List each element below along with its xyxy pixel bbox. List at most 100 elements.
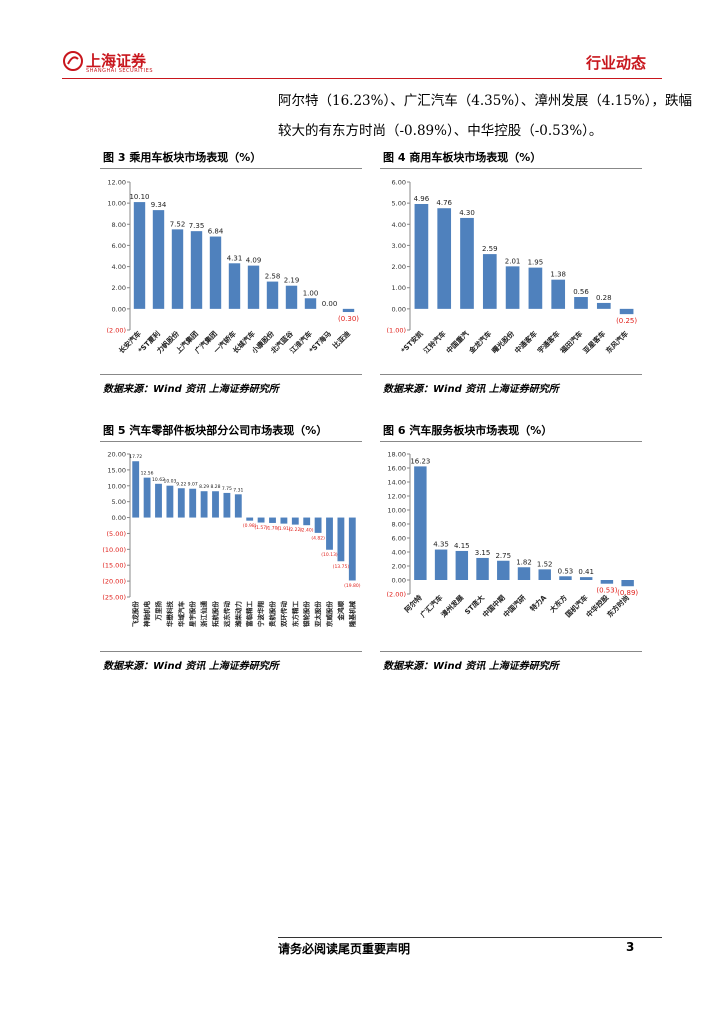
x-tick-label: 星宇股份 xyxy=(188,601,197,628)
x-tick-label: 神驰机电 xyxy=(142,601,151,628)
x-tick-label: 比亚迪 xyxy=(331,329,352,350)
chart: (25.00) (20.00) (15.00) (10.00) (5.00) 0.00 5.… xyxy=(100,451,362,652)
y-tick-label: 15.00 xyxy=(107,466,126,474)
value-label: 3.15 xyxy=(475,549,491,557)
page-number: 3 xyxy=(626,940,635,954)
bar xyxy=(348,517,356,581)
y-tick-label: 2.00 xyxy=(392,263,406,271)
section-label: 行业动态 xyxy=(586,54,647,72)
value-label: (4.82) xyxy=(311,535,325,541)
x-tick-label: 京威股份 xyxy=(325,601,334,628)
x-tick-label: 中国汽研 xyxy=(501,593,527,619)
y-tick-label: 0.00 xyxy=(392,305,406,313)
value-label: 0.41 xyxy=(578,568,594,576)
bar xyxy=(551,279,566,309)
chart: (2.00) 0.00 2.00 4.00 6.00 8.00 10.00 12.0010.1… xyxy=(100,179,362,375)
bar xyxy=(326,517,333,550)
figure: 图 3 乘用车板块市场表现（%） (2.00) 0.00 2.00 4.00 6.00 8.… xyxy=(100,150,362,395)
value-label: 12.56 xyxy=(141,471,154,477)
y-tick-label: 20.00 xyxy=(107,451,126,459)
y-tick-label: 6.00 xyxy=(392,179,406,187)
bar xyxy=(212,491,219,518)
y-tick-label: 5.00 xyxy=(392,200,406,208)
figure-title: 图 3 乘用车板块市场表现（%） xyxy=(100,150,362,169)
y-tick-label: 12.00 xyxy=(387,493,406,501)
bar xyxy=(600,580,614,584)
x-tick-label: 中通客车 xyxy=(513,329,539,355)
value-label: 8.29 xyxy=(199,484,209,490)
x-tick-label: 华域汽车 xyxy=(176,601,185,628)
value-label: (0.30) xyxy=(338,315,359,323)
y-tick-label: 1.00 xyxy=(392,284,406,292)
value-label: 7.75 xyxy=(222,486,232,492)
bar xyxy=(269,517,276,523)
figure-title: 图 5 汽车零部件板块部分公司市场表现（%） xyxy=(100,423,362,442)
x-tick-label: 江铃汽车 xyxy=(421,329,447,355)
x-tick-label: 双环传动 xyxy=(279,601,288,628)
paragraph: 阿尔特（16.23%）、广汇汽车（4.35%）、漳州发展（4.15%），跌幅 较… xyxy=(278,86,692,146)
value-label: (10.13) xyxy=(321,552,338,558)
bar xyxy=(621,580,634,587)
x-tick-label: 富临精工 xyxy=(245,601,254,628)
value-label: 9.22 xyxy=(176,481,186,487)
value-label: 2.01 xyxy=(505,257,521,265)
value-label: (0.53) xyxy=(596,587,617,595)
bar xyxy=(538,569,551,580)
x-tick-label: 万里扬 xyxy=(154,601,163,622)
value-label: (0.25) xyxy=(616,317,637,325)
value-label: (2.22) xyxy=(289,527,303,533)
bar xyxy=(291,517,299,525)
footer-rule xyxy=(278,937,662,938)
x-tick-label: 东风汽车 xyxy=(604,329,630,355)
bar xyxy=(574,297,588,309)
figure-source: 数据来源：Wind 资讯 上海证券研究所 xyxy=(383,384,559,395)
figure: 图 5 汽车零部件板块部分公司市场表现（%） (25.00) (20.00) (15.… xyxy=(100,423,362,672)
value-label: (1.70) xyxy=(266,525,280,531)
y-tick-label: (25.00) xyxy=(102,594,126,602)
chart: (2.00) 0.00 2.00 4.00 6.00 8.00 10.00 12.00 14.0… xyxy=(380,451,642,652)
value-label: 1.38 xyxy=(550,271,566,279)
y-tick-label: 4.00 xyxy=(392,221,406,229)
x-tick-label: 贵航股份 xyxy=(268,601,277,628)
y-tick-label: 0.00 xyxy=(392,577,406,585)
value-label: (1.91) xyxy=(277,526,291,532)
x-tick-label: 曙光股份 xyxy=(490,328,517,355)
value-label: 2.59 xyxy=(482,245,498,253)
y-tick-label: 0.00 xyxy=(112,305,126,313)
value-label: 1.00 xyxy=(303,289,319,297)
y-tick-label: 4.00 xyxy=(112,263,126,271)
bar xyxy=(528,267,543,309)
bar xyxy=(505,266,520,309)
value-label: 6.84 xyxy=(208,228,224,236)
x-tick-label: 亚星客车 xyxy=(581,329,607,355)
bar xyxy=(166,485,174,518)
value-label: (1.57) xyxy=(254,525,268,531)
figure: 图 4 商用车板块市场表现（%） (1.00) 0.00 1.00 2.00 3.00 4.… xyxy=(380,150,642,395)
bar xyxy=(280,517,288,524)
value-label: 7.35 xyxy=(189,222,205,230)
y-tick-label: 2.00 xyxy=(112,284,126,292)
bar xyxy=(559,576,572,580)
value-label: 0.53 xyxy=(558,567,574,575)
bar xyxy=(133,202,146,309)
y-tick-label: 0.00 xyxy=(112,514,126,522)
chart: (1.00)0.001.002.003.004.005.006.004.96*S… xyxy=(380,179,642,375)
x-tick-label: 中国重汽 xyxy=(444,329,470,355)
value-label: 4.35 xyxy=(433,541,449,549)
value-label: (0.98) xyxy=(243,523,257,529)
logo-icon xyxy=(63,51,83,71)
value-label: 4.15 xyxy=(454,542,470,550)
bar xyxy=(437,208,452,309)
y-tick-label: (5.00) xyxy=(106,530,126,538)
bar xyxy=(152,210,165,309)
bar xyxy=(517,567,531,580)
value-label: 4.76 xyxy=(436,199,452,207)
x-tick-label: 东方精工 xyxy=(290,601,299,628)
x-tick-label: 金鸿顺 xyxy=(336,601,345,622)
bar xyxy=(190,231,203,309)
y-tick-label: 10.00 xyxy=(107,482,126,490)
y-tick-label: 10.00 xyxy=(107,200,126,208)
y-tick-label: (10.00) xyxy=(102,546,126,554)
bar xyxy=(303,517,311,526)
